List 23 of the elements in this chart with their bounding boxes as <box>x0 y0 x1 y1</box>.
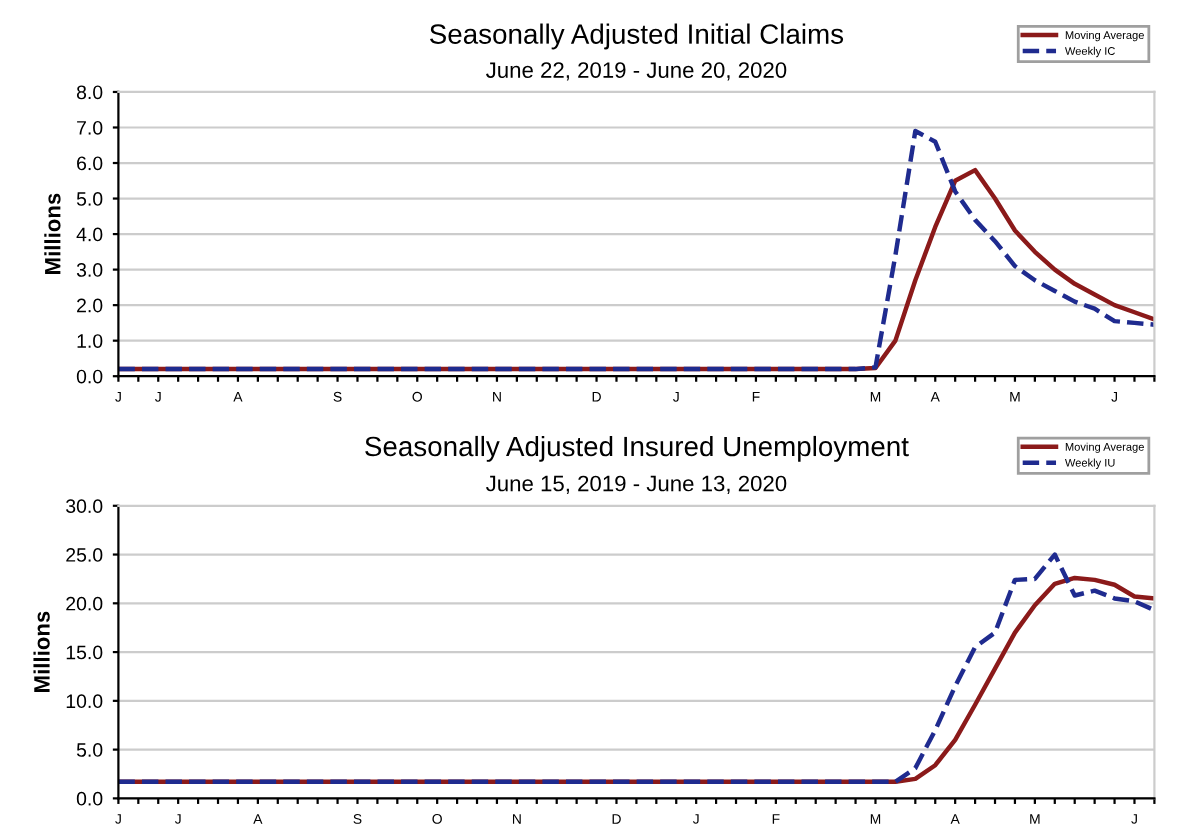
chart-subtitle: June 22, 2019 - June 20, 2020 <box>486 62 787 81</box>
line-series <box>118 128 1155 372</box>
y-tick-label: 3.0 <box>76 263 103 277</box>
y-tick-label: 0.0 <box>76 369 103 384</box>
y-tick-label: 1.0 <box>77 334 103 348</box>
y-tick-label: 8.0 <box>76 85 103 100</box>
y-tick-label: 4.0 <box>76 227 103 242</box>
y-tick-label: 0.0 <box>76 791 103 806</box>
y-tick-label: 5.0 <box>76 743 103 757</box>
y-axis-title: Millions <box>33 611 50 692</box>
chart-title: Seasonally Adjusted Initial Claims <box>430 23 844 50</box>
y-tick-label: 25.0 <box>66 548 103 562</box>
chart-title: Seasonally Adjusted Insured Unemployment <box>365 435 909 462</box>
y-tick-label: 7.0 <box>77 120 103 135</box>
y-tick-label: 6.0 <box>77 156 103 171</box>
y-tick-label: 20.0 <box>66 596 103 611</box>
y-tick-label: 10.0 <box>66 694 103 709</box>
chart-subtitle: June 15, 2019 - June 13, 2020 <box>486 475 787 494</box>
y-tick-label: 2.0 <box>77 298 103 313</box>
y-axis-title: Millions <box>44 193 61 274</box>
y-tick-label: 15.0 <box>66 645 103 660</box>
y-tick-label: 5.0 <box>76 192 103 206</box>
y-tick-label: 30.0 <box>66 499 103 514</box>
